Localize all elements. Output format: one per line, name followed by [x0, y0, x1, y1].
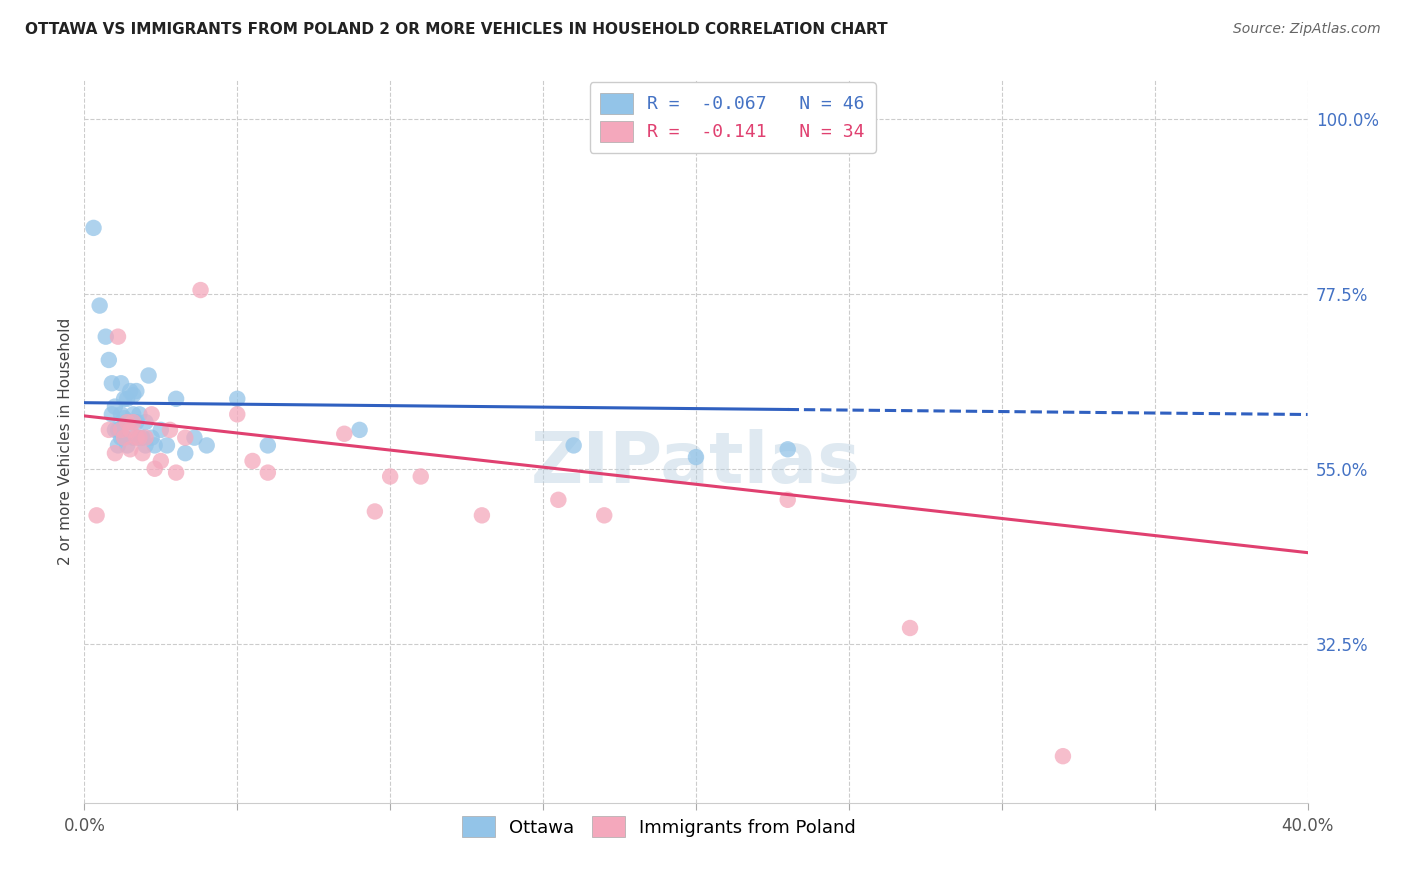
Point — [104, 446, 127, 460]
Text: ZIPatlas: ZIPatlas — [531, 429, 860, 498]
Point — [471, 508, 494, 523]
Point — [101, 408, 124, 422]
Point — [128, 431, 150, 445]
Point — [380, 469, 402, 483]
Point — [131, 446, 153, 460]
Text: OTTAWA VS IMMIGRANTS FROM POLAND 2 OR MORE VEHICLES IN HOUSEHOLD CORRELATION CHA: OTTAWA VS IMMIGRANTS FROM POLAND 2 OR MO… — [25, 22, 889, 37]
Point — [131, 431, 153, 445]
Point — [115, 415, 138, 429]
Point — [112, 392, 135, 406]
Point — [115, 392, 138, 406]
Point — [149, 423, 172, 437]
Point — [115, 438, 138, 452]
Point — [183, 431, 205, 445]
Point — [83, 220, 105, 235]
Point — [115, 415, 138, 429]
Point — [257, 466, 280, 480]
Point — [135, 415, 157, 429]
Point — [125, 431, 148, 445]
Point — [122, 415, 145, 429]
Point — [156, 438, 179, 452]
Point — [547, 492, 569, 507]
Point — [135, 431, 157, 445]
Point — [110, 423, 132, 437]
Point — [685, 450, 707, 464]
Point — [107, 329, 129, 343]
Point — [112, 411, 135, 425]
Point — [86, 508, 108, 523]
Point — [165, 466, 187, 480]
Point — [122, 431, 145, 445]
Legend: Ottawa, Immigrants from Poland: Ottawa, Immigrants from Poland — [456, 809, 863, 845]
Point — [141, 408, 163, 422]
Point — [97, 353, 120, 368]
Point — [1052, 749, 1074, 764]
Point — [112, 431, 135, 445]
Point — [125, 415, 148, 429]
Point — [110, 376, 132, 391]
Point — [135, 438, 157, 452]
Point — [104, 423, 127, 437]
Point — [364, 504, 387, 518]
Point — [562, 438, 585, 452]
Point — [333, 426, 356, 441]
Point — [174, 446, 197, 460]
Point — [593, 508, 616, 523]
Point — [110, 431, 132, 445]
Point — [226, 408, 249, 422]
Point — [138, 368, 160, 383]
Point — [94, 329, 117, 343]
Point — [122, 408, 145, 422]
Point — [226, 392, 249, 406]
Point — [120, 423, 142, 437]
Point — [128, 431, 150, 445]
Point — [89, 299, 111, 313]
Point — [112, 431, 135, 445]
Point — [143, 438, 166, 452]
Point — [195, 438, 218, 452]
Point — [125, 384, 148, 398]
Point — [143, 461, 166, 475]
Point — [349, 423, 371, 437]
Point — [107, 438, 129, 452]
Point — [242, 454, 264, 468]
Point — [898, 621, 921, 635]
Point — [120, 415, 142, 429]
Point — [165, 392, 187, 406]
Point — [190, 283, 212, 297]
Point — [141, 431, 163, 445]
Point — [149, 454, 172, 468]
Point — [409, 469, 432, 483]
Point — [159, 423, 181, 437]
Point — [120, 384, 142, 398]
Point — [776, 492, 799, 507]
Point — [104, 400, 127, 414]
Point — [97, 423, 120, 437]
Point — [101, 376, 124, 391]
Text: Source: ZipAtlas.com: Source: ZipAtlas.com — [1233, 22, 1381, 37]
Y-axis label: 2 or more Vehicles in Household: 2 or more Vehicles in Household — [58, 318, 73, 566]
Point — [257, 438, 280, 452]
Point — [174, 431, 197, 445]
Point — [107, 423, 129, 437]
Point — [120, 442, 142, 457]
Point — [128, 408, 150, 422]
Point — [122, 388, 145, 402]
Point — [110, 408, 132, 422]
Point — [776, 442, 799, 457]
